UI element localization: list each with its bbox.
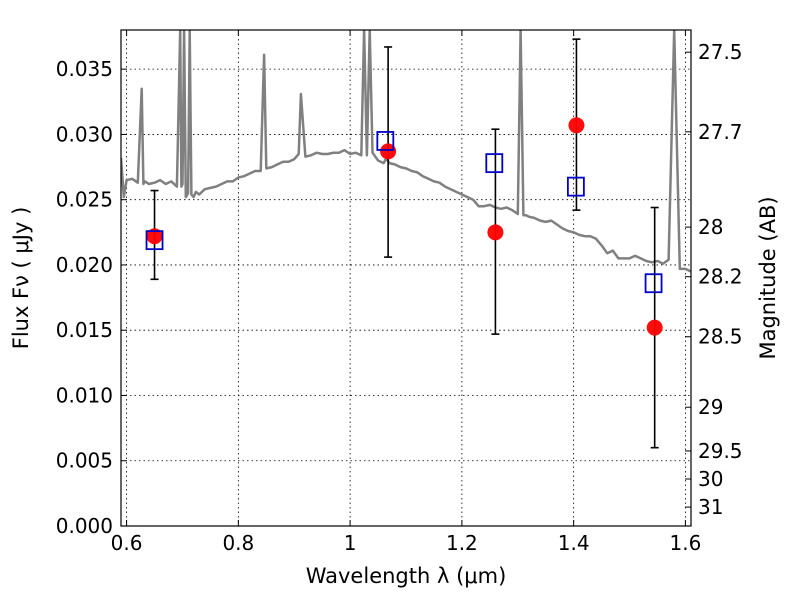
observed-points-layer (146, 117, 663, 336)
magnitude-tick-label: 30 (698, 467, 723, 491)
y-tick-label: 0.030 (56, 122, 113, 146)
y-axis-label: Flux Fν ( μJy ) (9, 207, 33, 350)
magnitude-tick-label: 29.5 (698, 439, 743, 463)
y-tick-label: 0.015 (56, 318, 113, 342)
magnitude-tick-label: 28.5 (698, 325, 743, 349)
plot-frame (120, 29, 692, 527)
model-photometry-marker (485, 153, 504, 174)
y-tick-label: 0.000 (56, 514, 113, 538)
x-tick-label: 1.2 (446, 531, 478, 555)
model-photometry-marker (566, 176, 585, 197)
model-photometry-layer (145, 131, 663, 294)
magnitude-tick-label: 28 (698, 215, 723, 239)
x-tick-label: 1.4 (558, 531, 590, 555)
x-tick-label: 0.6 (111, 531, 143, 555)
observed-point (568, 117, 585, 134)
y-tick-label: 0.035 (56, 57, 113, 81)
x-tick-label: 1 (344, 531, 357, 555)
grid (121, 30, 691, 526)
model-photometry-marker (145, 230, 164, 251)
model-photometry-marker (644, 273, 663, 294)
magnitude-tick-label: 27.7 (698, 120, 743, 144)
magnitude-tick-label: 28.2 (698, 265, 743, 289)
x-axis-ticks: 0.6 0.8 1 1.2 1.4 1.6 (111, 30, 702, 555)
y-tick-label: 0.025 (56, 188, 113, 212)
model-spectrum-layer (121, 30, 691, 273)
model-photometry-marker (376, 131, 395, 151)
observed-point (380, 143, 397, 160)
y-axis-right-label: Magnitude (AB) (756, 196, 780, 359)
y-tick-label: 0.005 (56, 449, 113, 473)
y-tick-label: 0.020 (56, 253, 113, 277)
observed-point (487, 224, 504, 241)
y-axis-ticks: 0.000 0.005 0.010 0.015 0.020 0.025 0.030 0.035 (56, 57, 127, 538)
magnitude-tick-label: 29 (698, 395, 723, 419)
magnitude-tick-label: 31 (698, 495, 723, 519)
model-spectrum-line (121, 30, 691, 273)
magnitude-tick-label: 27.5 (698, 40, 743, 64)
magnitude-axis-ticks: 27.5 27.7 28 28.2 28.5 29 29.5 30 31 (685, 40, 743, 519)
x-tick-label: 1.6 (670, 531, 702, 555)
plot-area (121, 30, 691, 449)
y-tick-label: 0.010 (56, 383, 113, 407)
observed-point (646, 319, 663, 336)
observed-point (146, 228, 163, 245)
x-axis-label: Wavelength λ (μm) (306, 564, 507, 588)
x-tick-label: 0.8 (222, 531, 254, 555)
